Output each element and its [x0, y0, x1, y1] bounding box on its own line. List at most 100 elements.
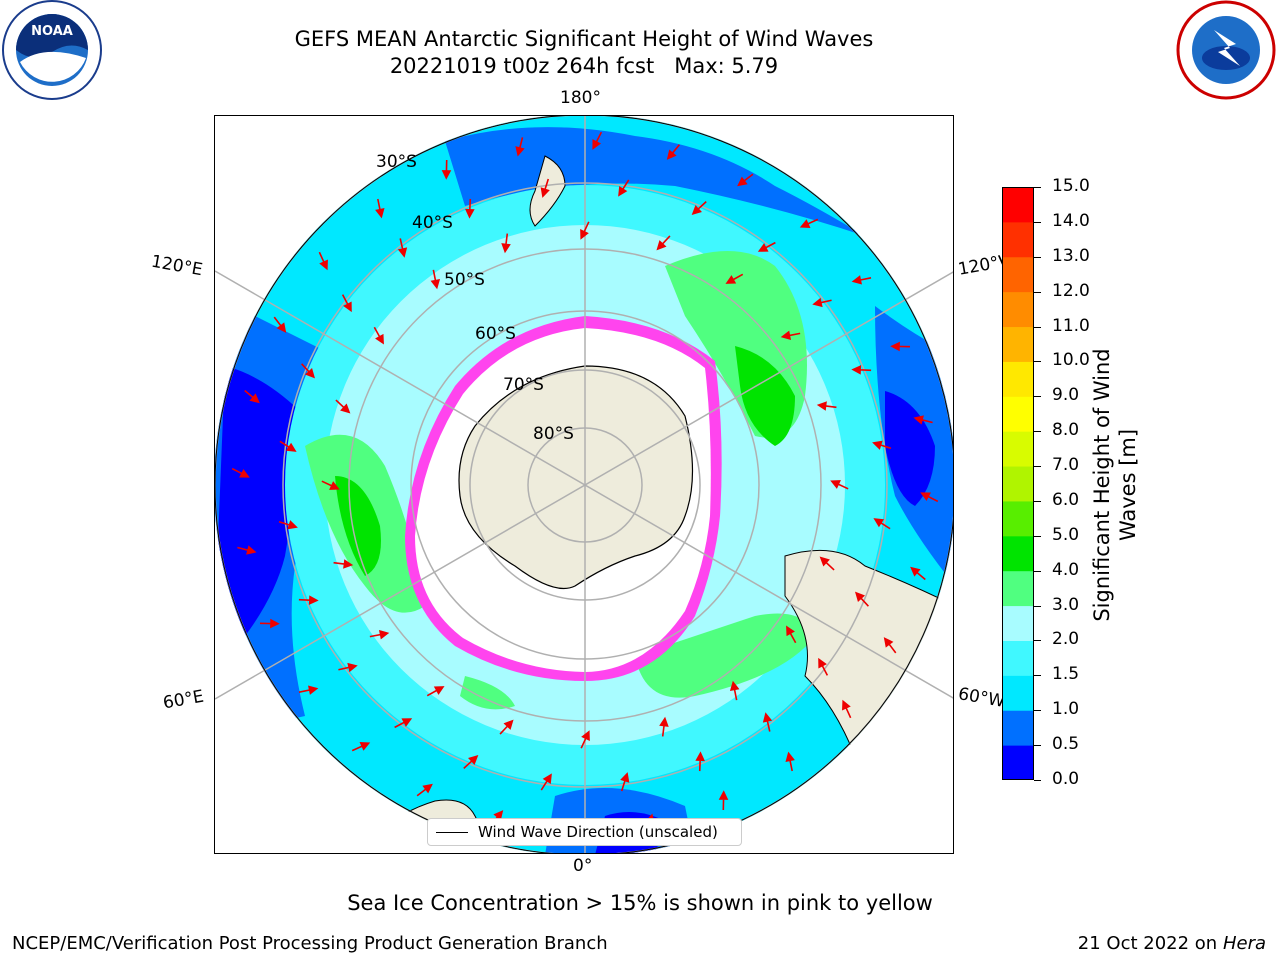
wave-arrow [819, 556, 835, 571]
wave-arrow [540, 178, 550, 198]
wave-arrow [237, 545, 257, 555]
colorbar-tick-label: 14.0 [1052, 210, 1090, 231]
lat-label-70s: 70°S [503, 375, 544, 395]
chart-title-line2: 20221019 t00z 264h fcst Max: 5.79 [389, 54, 779, 78]
colorbar [1002, 187, 1034, 780]
wave-arrow [799, 218, 819, 228]
wave-arrow [757, 241, 776, 252]
colorbar-block [1002, 675, 1034, 711]
colorbar-tick-mark [1034, 570, 1041, 572]
colorbar-tick-label: 13.0 [1052, 245, 1090, 266]
wave-arrow [812, 297, 832, 308]
lat-label-30s: 30°S [376, 152, 417, 172]
wave-arrow [913, 415, 933, 425]
map-panel [214, 115, 954, 854]
wave-arrow [718, 790, 729, 811]
wave-arrow [659, 716, 669, 737]
wave-arrow [618, 179, 630, 197]
credit-line: NCEP/EMC/Verification Post Processing Pr… [12, 933, 608, 954]
colorbar-tick-mark [1034, 780, 1041, 781]
wave-arrow [301, 363, 316, 379]
colorbar-tick-mark [1034, 500, 1041, 502]
wave-arrow [373, 326, 384, 345]
wave-arrow [333, 559, 354, 569]
noaa-logo-text: NOAA [31, 24, 73, 39]
colorbar-tick-mark [1034, 535, 1041, 537]
wave-arrow [463, 754, 479, 769]
colorbar-tick-mark [1034, 605, 1041, 607]
wave-arrow [691, 201, 707, 216]
wave-arrow [499, 719, 514, 735]
wave-arrow [580, 221, 590, 240]
wave-height-field [215, 116, 953, 853]
wave-arrow [394, 718, 413, 729]
lon-label-120e: 120°E [149, 251, 205, 281]
wave-arrow [341, 294, 352, 313]
colorbar-tick-label: 9.0 [1052, 385, 1080, 406]
colorbar-tick-label: 1.0 [1052, 699, 1080, 720]
colorbar-block [1002, 256, 1034, 293]
sea-ice-note: Sea Ice Concentration > 15% is shown in … [347, 891, 933, 915]
run-host: Hera [1222, 933, 1266, 954]
wave-arrow [920, 492, 939, 503]
colorbar-tick-label: 7.0 [1052, 455, 1080, 476]
colorbar-tick-mark [1034, 326, 1041, 328]
chart-title-line1: GEFS MEAN Antarctic Significant Height o… [294, 27, 874, 51]
lon-label-60e: 60°E [161, 686, 206, 714]
colorbar-tick-mark [1034, 396, 1041, 398]
colorbar-block [1002, 500, 1034, 537]
wave-arrow [515, 137, 525, 157]
colorbar-block [1002, 326, 1034, 362]
wave-arrow [786, 625, 797, 644]
colorbar-tick-label: 10.0 [1052, 350, 1090, 371]
colorbar-tick-mark [1034, 431, 1041, 433]
colorbar-tick-mark [1034, 640, 1041, 642]
colorbar-tick-mark [1034, 466, 1041, 468]
wave-arrow [298, 685, 319, 695]
colorbar-block [1002, 605, 1034, 641]
colorbar-label-line1: Significant Height of Wind [1090, 348, 1114, 622]
colorbar-tick-label: 3.0 [1052, 594, 1080, 615]
nws-logo [1176, 0, 1276, 100]
colorbar-block [1002, 396, 1034, 432]
colorbar-label-line2: Waves [m] [1116, 428, 1140, 542]
lon-label-60w: 60°W [956, 684, 1006, 712]
wave-arrow [441, 159, 452, 180]
wave-arrow [231, 467, 250, 478]
noaa-logo: NOAA [2, 0, 102, 100]
colorbar-tick-label: 0.5 [1052, 734, 1080, 755]
wave-arrow [318, 251, 328, 271]
wave-arrow [873, 518, 891, 530]
wave-arrow [883, 637, 897, 654]
wave-arrow [592, 131, 603, 150]
colorbar-tick-label: 1.5 [1052, 664, 1080, 685]
colorbar-block [1002, 187, 1034, 223]
colorbar-tick-label: 4.0 [1052, 559, 1080, 580]
colorbar-block [1002, 466, 1034, 502]
colorbar-tick-label: 2.0 [1052, 629, 1080, 650]
run-date-text: 21 Oct 2022 on [1077, 933, 1218, 954]
legend-line-swatch [436, 832, 468, 833]
wave-arrow [816, 401, 837, 411]
wave-arrow [580, 730, 590, 749]
wave-arrow [729, 680, 740, 701]
lat-label-80s: 80°S [533, 424, 574, 444]
wave-arrow [369, 629, 390, 640]
colorbar-tick-mark [1034, 187, 1041, 188]
wave-arrow [890, 341, 911, 352]
lat-label-50s: 50°S [444, 270, 485, 290]
colorbar-label: Significant Height of Wind Waves [m] [1089, 348, 1141, 621]
wave-arrow [695, 751, 705, 772]
wave-arrow [737, 173, 754, 187]
wave-arrow [244, 389, 260, 404]
colorbar-tick-label: 0.0 [1052, 769, 1080, 789]
colorbar-block [1002, 431, 1034, 467]
wave-arrow [426, 686, 445, 697]
wave-arrow [259, 618, 280, 629]
wave-arrow [725, 273, 744, 284]
wave-arrow [830, 480, 849, 490]
wave-arrow [851, 275, 872, 285]
wave-arrow [465, 198, 475, 219]
colorbar-tick-mark [1034, 675, 1041, 677]
colorbar-tick-label: 6.0 [1052, 489, 1080, 510]
